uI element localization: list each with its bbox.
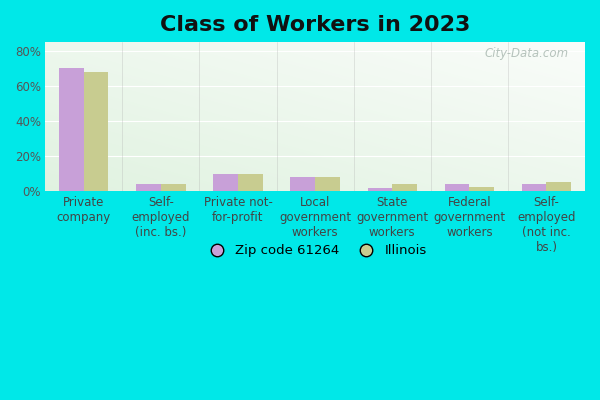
- Bar: [59, 68, 84, 192]
- Bar: [368, 188, 392, 192]
- Bar: [392, 184, 417, 192]
- Bar: [469, 187, 494, 192]
- Bar: [290, 176, 315, 192]
- Bar: [161, 184, 185, 192]
- Bar: [238, 174, 263, 192]
- Bar: [136, 184, 161, 192]
- Title: Class of Workers in 2023: Class of Workers in 2023: [160, 15, 470, 35]
- Bar: [213, 174, 238, 192]
- Bar: [522, 184, 547, 192]
- Bar: [315, 176, 340, 192]
- Bar: [547, 182, 571, 192]
- Legend: Zip code 61264, Illinois: Zip code 61264, Illinois: [198, 239, 432, 262]
- Bar: [445, 184, 469, 192]
- Bar: [84, 72, 109, 192]
- Text: City-Data.com: City-Data.com: [485, 46, 569, 60]
